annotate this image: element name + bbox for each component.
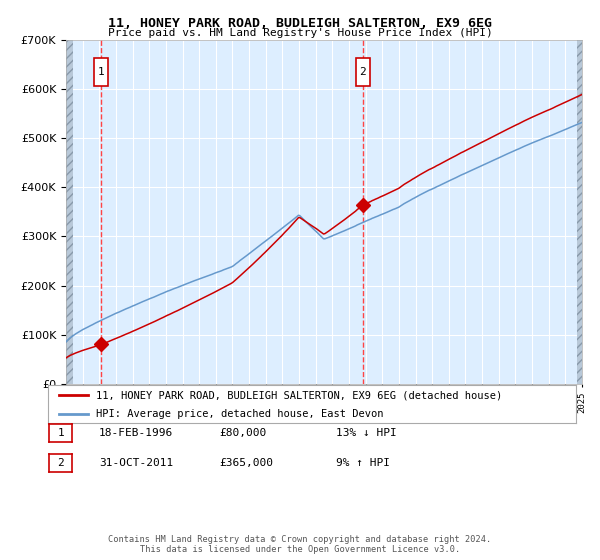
Text: HPI: Average price, detached house, East Devon: HPI: Average price, detached house, East… xyxy=(95,409,383,419)
Bar xyxy=(66,40,73,384)
Text: Contains HM Land Registry data © Crown copyright and database right 2024.
This d: Contains HM Land Registry data © Crown c… xyxy=(109,535,491,554)
Text: 31-OCT-2011: 31-OCT-2011 xyxy=(99,458,173,468)
Text: 1: 1 xyxy=(57,428,64,438)
Text: Price paid vs. HM Land Registry's House Price Index (HPI): Price paid vs. HM Land Registry's House … xyxy=(107,28,493,38)
FancyBboxPatch shape xyxy=(356,58,370,86)
Text: 2: 2 xyxy=(359,67,366,77)
Text: £80,000: £80,000 xyxy=(219,428,266,438)
Text: 1: 1 xyxy=(98,67,105,77)
Bar xyxy=(577,40,582,384)
Text: £365,000: £365,000 xyxy=(219,458,273,468)
Text: 13% ↓ HPI: 13% ↓ HPI xyxy=(336,428,397,438)
Text: 11, HONEY PARK ROAD, BUDLEIGH SALTERTON, EX9 6EG (detached house): 11, HONEY PARK ROAD, BUDLEIGH SALTERTON,… xyxy=(95,390,502,400)
Text: 2: 2 xyxy=(57,458,64,468)
Text: 11, HONEY PARK ROAD, BUDLEIGH SALTERTON, EX9 6EG: 11, HONEY PARK ROAD, BUDLEIGH SALTERTON,… xyxy=(108,17,492,30)
Text: 9% ↑ HPI: 9% ↑ HPI xyxy=(336,458,390,468)
Text: 18-FEB-1996: 18-FEB-1996 xyxy=(99,428,173,438)
FancyBboxPatch shape xyxy=(94,58,109,86)
